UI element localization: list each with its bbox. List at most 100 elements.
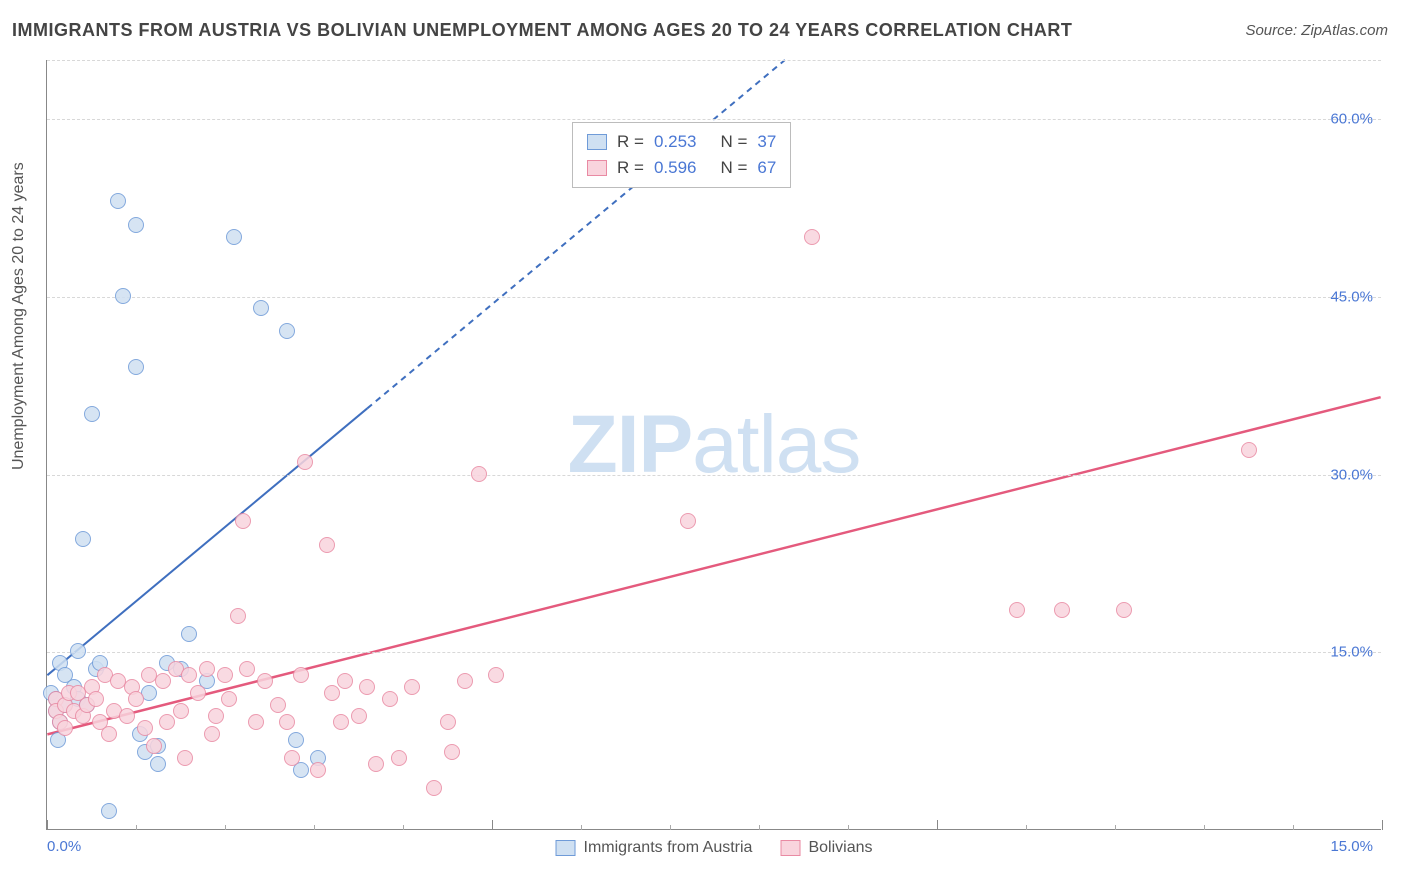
data-point <box>293 667 309 683</box>
data-point <box>279 714 295 730</box>
data-point <box>368 756 384 772</box>
data-point <box>351 708 367 724</box>
legend-row-austria: R = 0.253 N = 37 <box>587 129 776 155</box>
data-point <box>235 513 251 529</box>
x-tick-minor <box>1293 825 1294 830</box>
y-axis-label: Unemployment Among Ages 20 to 24 years <box>10 162 28 470</box>
x-tick-major <box>1382 820 1383 830</box>
data-point <box>230 608 246 624</box>
data-point <box>70 643 86 659</box>
data-point <box>101 726 117 742</box>
data-point <box>221 691 237 707</box>
series-legend: Immigrants from Austria Bolivians <box>556 839 873 857</box>
data-point <box>1054 602 1070 618</box>
x-tick-minor <box>1204 825 1205 830</box>
r-value-austria: 0.253 <box>654 132 697 152</box>
data-point <box>101 803 117 819</box>
gridline <box>47 297 1381 298</box>
legend-row-bolivian: R = 0.596 N = 67 <box>587 155 776 181</box>
data-point <box>75 531 91 547</box>
data-point <box>382 691 398 707</box>
y-tick-label: 45.0% <box>1330 288 1373 305</box>
data-point <box>248 714 264 730</box>
data-point <box>680 513 696 529</box>
data-point <box>440 714 456 730</box>
data-point <box>253 300 269 316</box>
data-point <box>297 454 313 470</box>
data-point <box>257 673 273 689</box>
data-point <box>359 679 375 695</box>
x-tick-major <box>937 820 938 830</box>
data-point <box>173 703 189 719</box>
data-point <box>471 466 487 482</box>
scatter-plot-area: ZIPatlas R = 0.253 N = 37 R = 0.596 N = … <box>46 60 1381 830</box>
n-value-austria: 37 <box>757 132 776 152</box>
r-label: R = <box>617 132 644 152</box>
data-point <box>217 667 233 683</box>
data-point <box>159 714 175 730</box>
data-point <box>391 750 407 766</box>
legend-swatch-bolivian <box>587 160 607 176</box>
trend-line <box>367 60 785 408</box>
r-value-bolivian: 0.596 <box>654 158 697 178</box>
data-point <box>426 780 442 796</box>
data-point <box>284 750 300 766</box>
legend-label-austria: Immigrants from Austria <box>584 839 753 857</box>
data-point <box>137 720 153 736</box>
data-point <box>324 685 340 701</box>
chart-title: IMMIGRANTS FROM AUSTRIA VS BOLIVIAN UNEM… <box>12 20 1072 41</box>
x-tick-minor <box>1115 825 1116 830</box>
data-point <box>204 726 220 742</box>
data-point <box>404 679 420 695</box>
x-tick-minor <box>581 825 582 830</box>
legend-label-bolivian: Bolivians <box>808 839 872 857</box>
data-point <box>457 673 473 689</box>
legend-item-austria: Immigrants from Austria <box>556 839 753 857</box>
data-point <box>190 685 206 701</box>
data-point <box>444 744 460 760</box>
gridline <box>47 652 1381 653</box>
watermark-bold: ZIP <box>568 399 693 490</box>
x-tick-major <box>492 820 493 830</box>
x-tick-minor <box>759 825 760 830</box>
legend-swatch-austria <box>587 134 607 150</box>
data-point <box>337 673 353 689</box>
y-tick-label: 60.0% <box>1330 111 1373 128</box>
watermark-light: atlas <box>692 399 860 490</box>
y-tick-label: 15.0% <box>1330 644 1373 661</box>
data-point <box>1009 602 1025 618</box>
y-tick-label: 30.0% <box>1330 466 1373 483</box>
data-point <box>488 667 504 683</box>
correlation-legend: R = 0.253 N = 37 R = 0.596 N = 67 <box>572 122 791 188</box>
x-tick-minor <box>225 825 226 830</box>
legend-item-bolivian: Bolivians <box>780 839 872 857</box>
data-point <box>119 708 135 724</box>
gridline <box>47 119 1381 120</box>
data-point <box>288 732 304 748</box>
data-point <box>110 193 126 209</box>
data-point <box>84 406 100 422</box>
x-tick-minor <box>314 825 315 830</box>
data-point <box>155 673 171 689</box>
n-value-bolivian: 67 <box>757 158 776 178</box>
legend-swatch-austria <box>556 840 576 856</box>
trend-line <box>47 397 1380 734</box>
n-label: N = <box>720 132 747 152</box>
data-point <box>128 359 144 375</box>
data-point <box>146 738 162 754</box>
data-point <box>333 714 349 730</box>
x-tick-minor <box>670 825 671 830</box>
data-point <box>270 697 286 713</box>
data-point <box>177 750 193 766</box>
r-label: R = <box>617 158 644 178</box>
data-point <box>57 720 73 736</box>
data-point <box>1116 602 1132 618</box>
n-label: N = <box>720 158 747 178</box>
x-axis-max-label: 15.0% <box>1330 838 1373 855</box>
watermark: ZIPatlas <box>568 398 861 492</box>
data-point <box>1241 442 1257 458</box>
x-axis-min-label: 0.0% <box>47 838 81 855</box>
x-tick-minor <box>136 825 137 830</box>
data-point <box>319 537 335 553</box>
gridline <box>47 475 1381 476</box>
